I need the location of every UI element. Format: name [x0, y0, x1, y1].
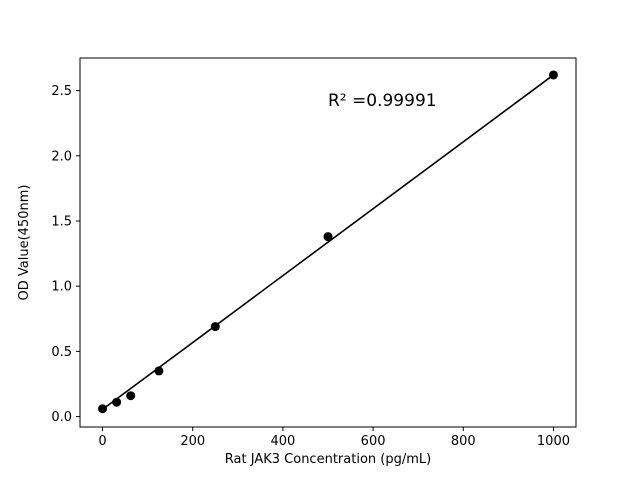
- data-point: [154, 366, 164, 376]
- x-tick-label: 1000: [537, 434, 570, 449]
- data-point: [112, 397, 122, 407]
- data-point: [548, 70, 558, 80]
- y-tick-label: 2.0: [51, 149, 72, 164]
- x-tick-label: 800: [451, 434, 476, 449]
- y-tick-label: 1.0: [51, 280, 72, 295]
- y-tick-label: 0.0: [51, 410, 72, 425]
- y-tick-label: 1.5: [51, 214, 72, 229]
- axes-spines: [79, 57, 577, 428]
- x-tick-label: 0: [98, 434, 106, 449]
- x-tick-label: 400: [270, 434, 295, 449]
- r-squared-annotation: R² =0.99991: [328, 91, 437, 111]
- fit-line: [102, 74, 554, 411]
- x-tick-label: 200: [180, 434, 205, 449]
- data-point: [323, 232, 333, 242]
- y-tick-label: 2.5: [51, 84, 72, 99]
- y-tick-label: 0.5: [51, 345, 72, 360]
- y-axis-label: OD Value(450nm): [17, 185, 32, 301]
- x-axis-label: Rat JAK3 Concentration (pg/mL): [225, 452, 431, 467]
- data-point: [98, 404, 108, 414]
- data-point: [210, 322, 220, 332]
- x-tick-label: 600: [361, 434, 386, 449]
- data-point: [126, 391, 136, 401]
